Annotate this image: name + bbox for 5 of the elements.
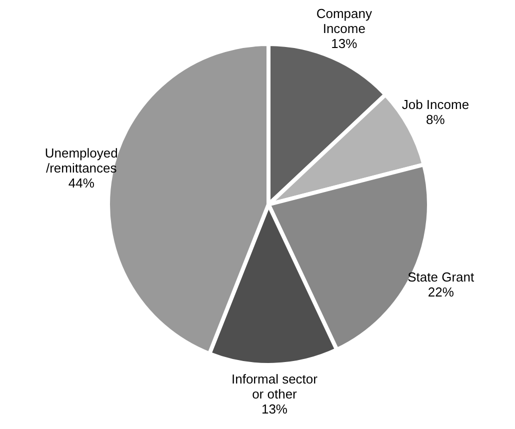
slice-label: Company Income 13% [316, 6, 372, 52]
slice-label: Informal sector or other 13% [231, 371, 318, 416]
slice-label: Job Income 8% [402, 96, 470, 127]
slice-label: Unemployed /remittances 44% [44, 145, 118, 190]
slice-label: State Grant 22% [408, 270, 474, 300]
